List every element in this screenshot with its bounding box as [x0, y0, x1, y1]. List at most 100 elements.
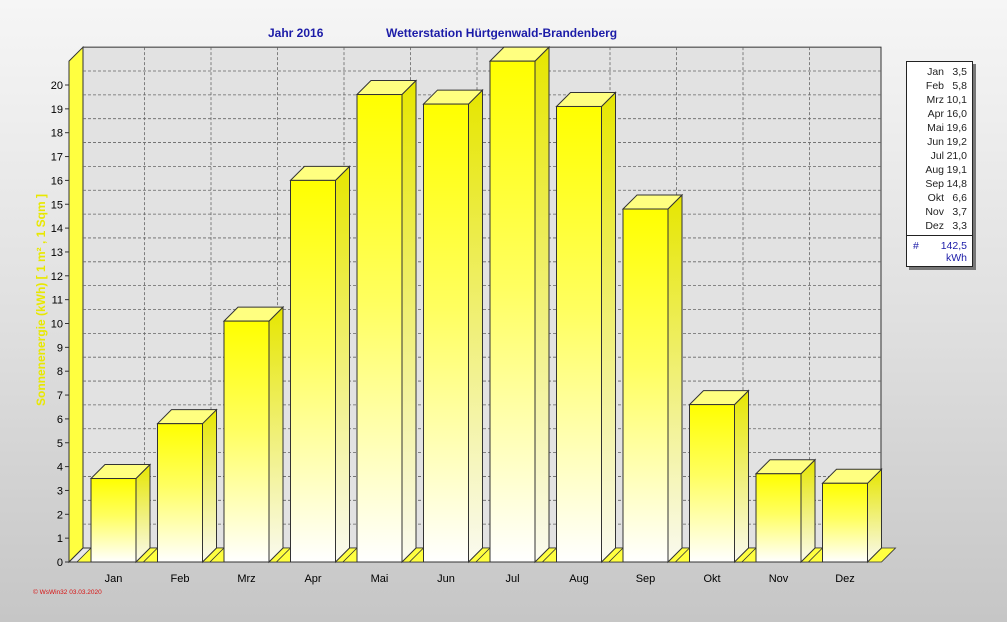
bar-side [335, 165, 350, 564]
legend-row: Feb 5,8 [907, 79, 972, 93]
y-tick-label: 5 [57, 438, 63, 450]
bar-front [290, 179, 336, 563]
y-tick-label: 16 [51, 175, 63, 187]
bar [674, 389, 764, 564]
y-tick-label: 13 [51, 247, 63, 259]
y-tick-label: 20 [51, 80, 63, 92]
legend-row: Jun 19,2 [907, 135, 972, 149]
legend-row: Aug 19,1 [907, 163, 972, 177]
legend-month: Sep [925, 178, 944, 190]
x-tick-label: Okt [703, 573, 720, 585]
bar [741, 458, 830, 564]
x-tick-label: Jul [505, 573, 519, 585]
legend-month: Jan [927, 66, 944, 78]
bar-front [157, 423, 203, 563]
bar-front [223, 320, 270, 563]
y-axis-label: Sonnenenergie (kWh) [ 1 m² , 1 Sqm ] [34, 193, 48, 407]
y-tick-label: 14 [51, 223, 63, 235]
bar [408, 88, 498, 564]
legend-divider [907, 235, 972, 236]
legend-month: Jun [927, 136, 944, 148]
legend-value: 21,0 [946, 150, 967, 162]
legend-value: 3,7 [952, 206, 967, 218]
x-tick-label: Feb [171, 573, 190, 585]
chart-title-year: Jahr 2016 [268, 26, 324, 40]
legend-total-value: 142,5 [940, 240, 967, 252]
bar-side [800, 458, 816, 564]
bar [76, 463, 165, 564]
bar-side [268, 305, 284, 564]
y-tick-label: 11 [52, 295, 63, 307]
footer-credit: © WsWin32 03.03.2020 [33, 589, 102, 596]
bar-front [556, 105, 602, 563]
legend-month: Mrz [926, 94, 945, 106]
legend-row: Nov 3,7 [907, 205, 972, 219]
legend-month: Dez [925, 220, 944, 232]
x-tick-label: Apr [304, 573, 321, 585]
legend-month: Jul [930, 150, 944, 162]
bar-side [867, 468, 882, 564]
legend-value: 16,0 [946, 108, 967, 120]
left-wall [68, 45, 84, 564]
bar [541, 91, 631, 564]
bar-side [601, 91, 616, 564]
y-tick-label: 7 [57, 390, 63, 402]
legend-month: Okt [927, 192, 944, 204]
legend-row: Jan 3,5 [907, 65, 972, 79]
bar [475, 45, 564, 564]
bar [142, 408, 232, 564]
chart-title-station: Wetterstation Hürtgenwald-Brandenberg [386, 26, 618, 40]
bar-side [401, 79, 417, 564]
legend-value: 19,6 [946, 122, 967, 134]
legend-month: Mai [927, 122, 944, 134]
bar-front [489, 60, 536, 563]
bar [209, 305, 298, 564]
bar-front [755, 473, 802, 563]
bar-side [534, 45, 550, 564]
legend-row: Mrz 10,1 [907, 93, 972, 107]
bar-side [135, 463, 151, 564]
legend-value: 3,5 [952, 66, 967, 78]
bar [608, 193, 697, 564]
legend-row: Dez 3,3 [907, 219, 972, 233]
y-tick-label: 4 [57, 462, 63, 474]
bar-front [90, 478, 137, 563]
y-tick-label: 15 [51, 199, 63, 211]
legend-month: Aug [925, 164, 944, 176]
legend-value: 5,8 [952, 80, 967, 92]
bar-front [822, 482, 868, 563]
bar [342, 79, 431, 564]
x-tick-label: Aug [569, 573, 589, 585]
legend-month: Apr [927, 108, 944, 120]
legend-row: Okt 6,6 [907, 191, 972, 205]
y-tick-label: 17 [51, 152, 63, 164]
legend-value: 3,3 [952, 220, 967, 232]
x-tick-label: Sep [636, 573, 656, 585]
x-tick-label: Mai [371, 573, 389, 585]
y-tick-label: 1 [57, 533, 63, 545]
y-tick-label: 18 [51, 128, 63, 140]
y-tick-label: 0 [57, 557, 63, 569]
x-tick-label: Jun [437, 573, 455, 585]
y-tick-label: 6 [57, 414, 63, 426]
x-tick-label: Jan [105, 573, 123, 585]
bar [275, 165, 365, 564]
bar-front [622, 208, 669, 563]
legend-value: 14,8 [946, 178, 967, 190]
legend-value: 19,2 [946, 136, 967, 148]
bar-front [356, 94, 403, 563]
legend-month: Nov [925, 206, 944, 218]
x-tick-label: Dez [835, 573, 855, 585]
x-axis-ticks: Jan Feb Mrz Apr Mai Jun Jul Aug Sep Okt Nov Dez [105, 573, 855, 585]
bar [807, 468, 897, 564]
bar-side [468, 88, 483, 564]
y-tick-label: 9 [57, 342, 63, 354]
y-tick-label: 19 [51, 104, 63, 116]
bars [76, 45, 897, 564]
x-tick-label: Nov [769, 573, 789, 585]
legend-value: 6,6 [952, 192, 967, 204]
x-tick-label: Mrz [237, 573, 255, 585]
bar-front [423, 103, 469, 563]
